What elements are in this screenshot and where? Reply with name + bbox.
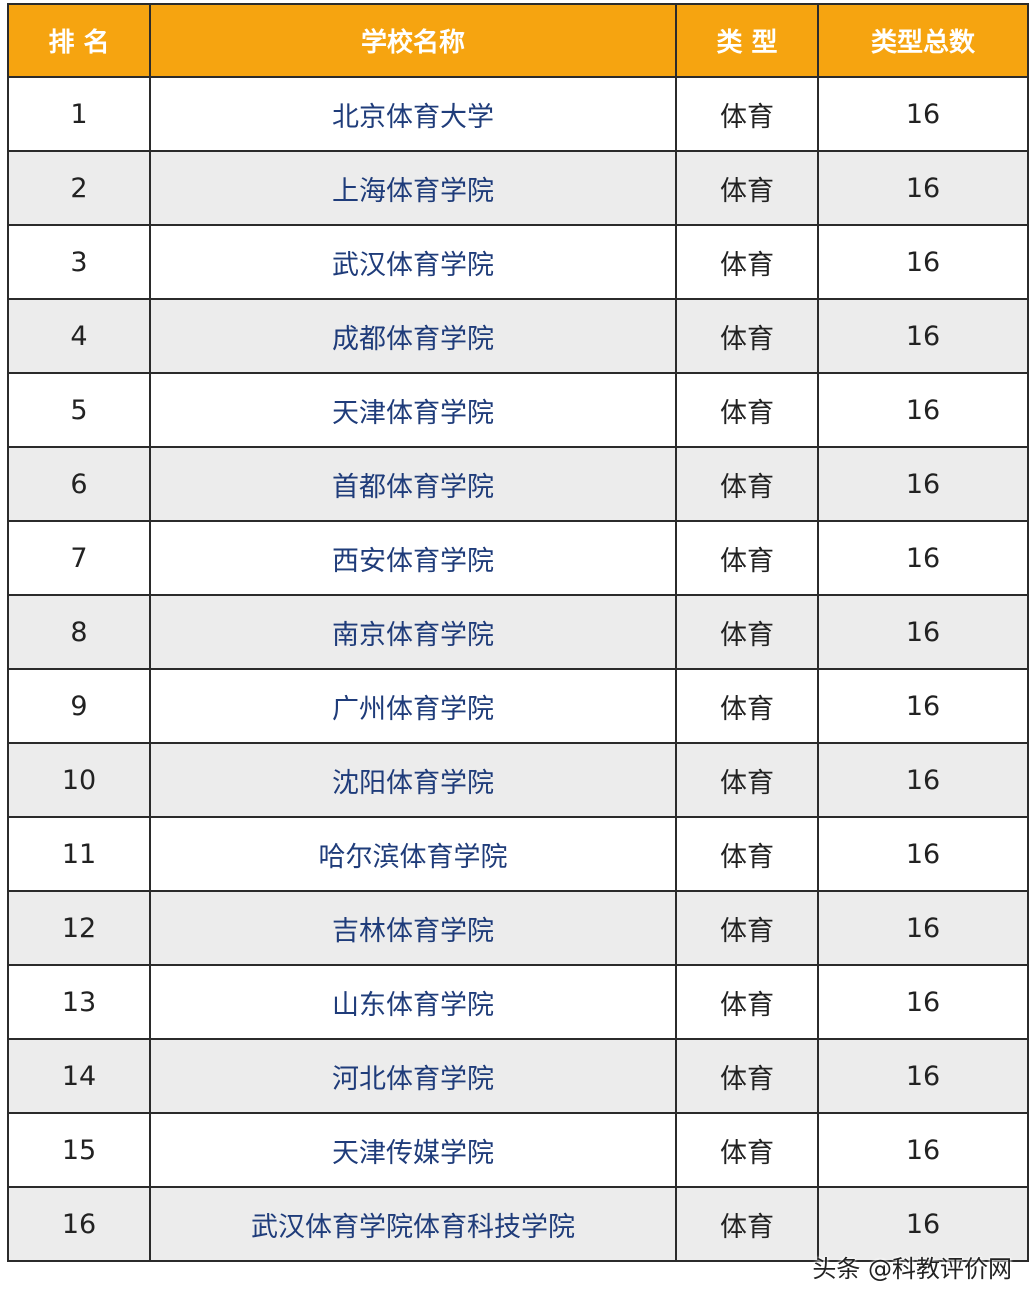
table-row: 16 武汉体育学院体育科技学院 体育 16 <box>7 1186 1029 1262</box>
type-cell: 体育 <box>675 668 819 744</box>
rank-cell: 10 <box>7 742 151 818</box>
table-row: 3 武汉体育学院 体育 16 <box>7 224 1029 300</box>
rank-cell: 7 <box>7 520 151 596</box>
table-row: 15 天津传媒学院 体育 16 <box>7 1112 1029 1188</box>
school-name-cell: 天津传媒学院 <box>149 1112 677 1188</box>
table-row: 2 上海体育学院 体育 16 <box>7 150 1029 226</box>
table-row: 8 南京体育学院 体育 16 <box>7 594 1029 670</box>
school-name-cell: 南京体育学院 <box>149 594 677 670</box>
type-cell: 体育 <box>675 594 819 670</box>
type-total-cell: 16 <box>817 76 1029 152</box>
rank-cell: 12 <box>7 890 151 966</box>
header-cell: 类型总数 <box>817 3 1029 78</box>
school-name-cell: 西安体育学院 <box>149 520 677 596</box>
table-row: 13 山东体育学院 体育 16 <box>7 964 1029 1040</box>
school-name-cell: 成都体育学院 <box>149 298 677 374</box>
table-row: 5 天津体育学院 体育 16 <box>7 372 1029 448</box>
header-cell: 学校名称 <box>149 3 677 78</box>
school-name-cell: 沈阳体育学院 <box>149 742 677 818</box>
rank-cell: 1 <box>7 76 151 152</box>
table-row: 1 北京体育大学 体育 16 <box>7 76 1029 152</box>
rank-cell: 8 <box>7 594 151 670</box>
school-name-cell: 广州体育学院 <box>149 668 677 744</box>
type-cell: 体育 <box>675 1112 819 1188</box>
school-name-cell: 吉林体育学院 <box>149 890 677 966</box>
table-row: 6 首都体育学院 体育 16 <box>7 446 1029 522</box>
table-row: 14 河北体育学院 体育 16 <box>7 1038 1029 1114</box>
rank-cell: 13 <box>7 964 151 1040</box>
type-total-cell: 16 <box>817 594 1029 670</box>
table-row: 9 广州体育学院 体育 16 <box>7 668 1029 744</box>
type-cell: 体育 <box>675 76 819 152</box>
rank-cell: 5 <box>7 372 151 448</box>
rank-cell: 9 <box>7 668 151 744</box>
school-name-cell: 北京体育大学 <box>149 76 677 152</box>
type-total-cell: 16 <box>817 668 1029 744</box>
type-total-cell: 16 <box>817 1038 1029 1114</box>
type-cell: 体育 <box>675 446 819 522</box>
type-cell: 体育 <box>675 520 819 596</box>
school-name-cell: 哈尔滨体育学院 <box>149 816 677 892</box>
type-cell: 体育 <box>675 1186 819 1262</box>
type-total-cell: 16 <box>817 446 1029 522</box>
school-name-cell: 天津体育学院 <box>149 372 677 448</box>
type-total-cell: 16 <box>817 224 1029 300</box>
rank-cell: 14 <box>7 1038 151 1114</box>
school-name-cell: 河北体育学院 <box>149 1038 677 1114</box>
header-cell: 排 名 <box>7 3 151 78</box>
type-total-cell: 16 <box>817 520 1029 596</box>
type-total-cell: 16 <box>817 372 1029 448</box>
type-total-cell: 16 <box>817 742 1029 818</box>
header-row: 排 名学校名称类 型类型总数 <box>7 3 1029 78</box>
type-total-cell: 16 <box>817 1186 1029 1262</box>
table-row: 4 成都体育学院 体育 16 <box>7 298 1029 374</box>
rank-cell: 11 <box>7 816 151 892</box>
school-name-cell: 上海体育学院 <box>149 150 677 226</box>
school-name-cell: 武汉体育学院 <box>149 224 677 300</box>
type-total-cell: 16 <box>817 298 1029 374</box>
type-cell: 体育 <box>675 150 819 226</box>
type-total-cell: 16 <box>817 816 1029 892</box>
header-cell: 类 型 <box>675 3 819 78</box>
type-cell: 体育 <box>675 742 819 818</box>
type-cell: 体育 <box>675 298 819 374</box>
type-cell: 体育 <box>675 890 819 966</box>
school-name-cell: 武汉体育学院体育科技学院 <box>149 1186 677 1262</box>
table-row: 10 沈阳体育学院 体育 16 <box>7 742 1029 818</box>
type-total-cell: 16 <box>817 150 1029 226</box>
table-row: 12 吉林体育学院 体育 16 <box>7 890 1029 966</box>
table-body: 1 北京体育大学 体育 16 2 上海体育学院 体育 16 3 武汉体育学院 体育 16 4 成都体育学院… <box>7 76 1029 1262</box>
watermark: 头条 @科教评价网 <box>812 1255 1012 1283</box>
type-cell: 体育 <box>675 964 819 1040</box>
school-name-cell: 山东体育学院 <box>149 964 677 1040</box>
table-row: 7 西安体育学院 体育 16 <box>7 520 1029 596</box>
type-cell: 体育 <box>675 1038 819 1114</box>
rank-cell: 16 <box>7 1186 151 1262</box>
ranking-table: 排 名学校名称类 型类型总数 1 北京体育大学 体育 16 2 上海体育学院 体育 16 3 武汉… <box>7 3 1029 1262</box>
rank-cell: 15 <box>7 1112 151 1188</box>
school-name-cell: 首都体育学院 <box>149 446 677 522</box>
type-total-cell: 16 <box>817 1112 1029 1188</box>
table-row: 11 哈尔滨体育学院 体育 16 <box>7 816 1029 892</box>
rank-cell: 6 <box>7 446 151 522</box>
type-cell: 体育 <box>675 816 819 892</box>
rank-cell: 4 <box>7 298 151 374</box>
type-total-cell: 16 <box>817 964 1029 1040</box>
rank-cell: 3 <box>7 224 151 300</box>
type-total-cell: 16 <box>817 890 1029 966</box>
type-cell: 体育 <box>675 224 819 300</box>
type-cell: 体育 <box>675 372 819 448</box>
rank-cell: 2 <box>7 150 151 226</box>
